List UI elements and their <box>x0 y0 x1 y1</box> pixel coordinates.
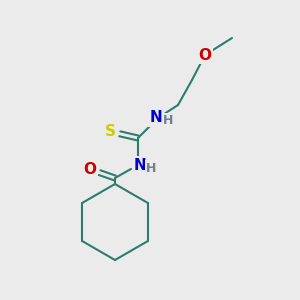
Text: S: S <box>104 124 116 140</box>
Text: H: H <box>163 115 173 128</box>
Text: N: N <box>134 158 146 172</box>
Text: N: N <box>150 110 162 125</box>
Text: H: H <box>146 161 156 175</box>
Text: O: O <box>83 163 97 178</box>
Text: O: O <box>199 47 212 62</box>
